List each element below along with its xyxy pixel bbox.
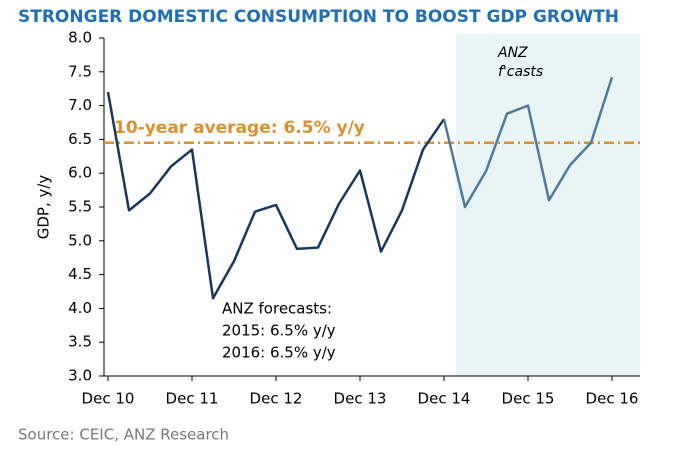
annotation: ANZ forecasts:: [222, 300, 332, 318]
forecast-label: f'casts: [498, 64, 543, 80]
x-tick-label: Dec 15: [502, 390, 555, 408]
reference-label: 10-year average: 6.5% y/y: [114, 118, 365, 138]
source: Source: CEIC, ANZ Research: [18, 426, 229, 444]
x-tick-label: Dec 10: [82, 390, 135, 408]
data-line: [106, 91, 446, 300]
y-axis-label: GDP, y/y: [35, 175, 53, 240]
x-tick-label: Dec 13: [334, 390, 387, 408]
annotation: 2015: 6.5% y/y: [222, 322, 336, 340]
forecast-label: ANZ: [497, 45, 528, 61]
x-tick-label: Dec 14: [418, 390, 471, 408]
y-tick-label: 5.5: [68, 198, 92, 216]
y-tick-label: 6.5: [68, 130, 92, 148]
data-line: [442, 76, 614, 209]
annotation: 2016: 6.5% y/y: [222, 344, 336, 362]
x-tick-label: Dec 11: [166, 390, 219, 408]
y-tick-label: 7.5: [68, 62, 92, 80]
y-tick-label: 8.0: [68, 29, 92, 47]
y-tick-label: 4.5: [68, 265, 92, 283]
y-tick-label: 6.0: [68, 164, 92, 182]
x-tick-label: Dec 12: [250, 390, 303, 408]
y-tick-label: 7.0: [68, 96, 92, 114]
chart-title: STRONGER DOMESTIC CONSUMPTION TO BOOST G…: [18, 7, 619, 27]
y-tick-label: 4.0: [68, 299, 92, 317]
y-tick-label: 3.0: [68, 367, 92, 385]
x-tick-label: Dec 16: [586, 390, 639, 408]
y-tick-label: 3.5: [68, 333, 92, 351]
y-tick-label: 5.0: [68, 231, 92, 249]
forecast-region: [456, 34, 640, 376]
